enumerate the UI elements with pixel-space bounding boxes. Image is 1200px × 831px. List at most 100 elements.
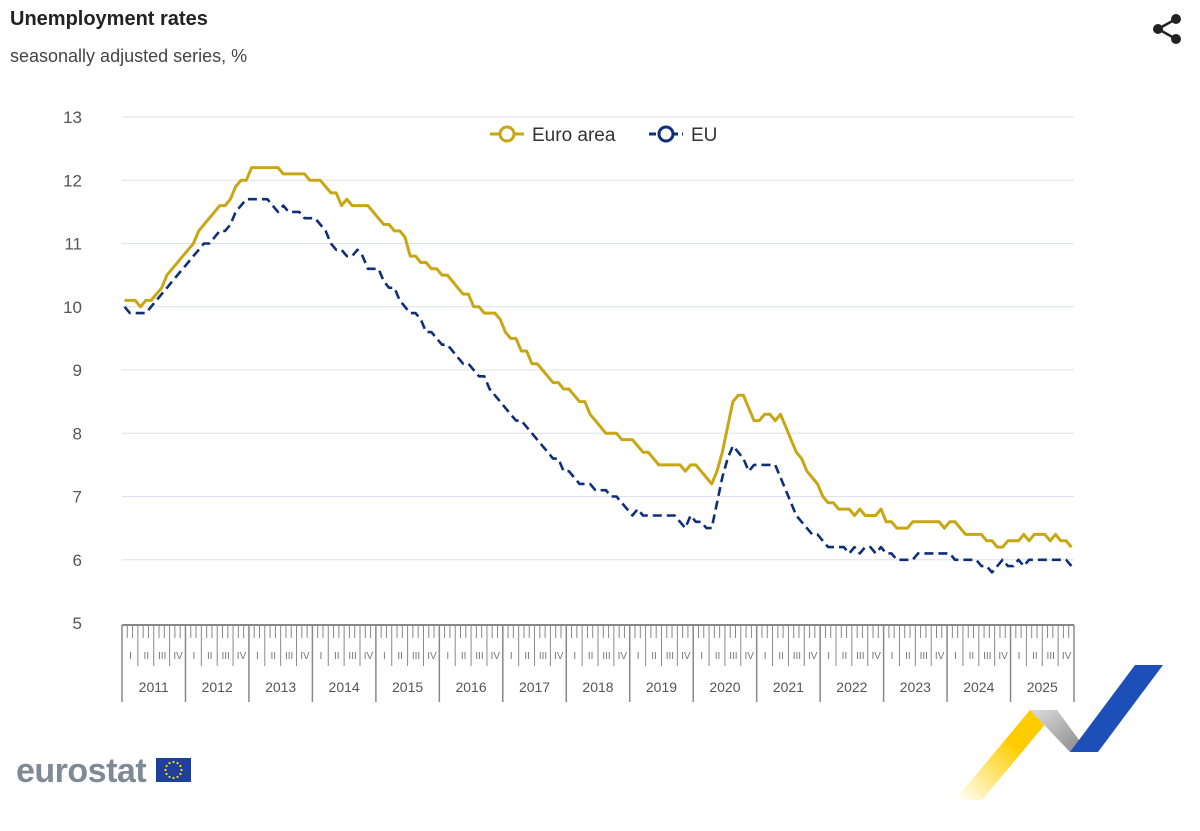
chart-subtitle: seasonally adjusted series, % bbox=[10, 46, 248, 66]
legend-item[interactable]: Euro area bbox=[490, 125, 616, 146]
quarter-label: II bbox=[1032, 651, 1038, 662]
quarter-label: III bbox=[221, 651, 229, 662]
quarter-label: III bbox=[602, 651, 610, 662]
quarter-label: III bbox=[666, 651, 674, 662]
year-label: 2019 bbox=[646, 679, 677, 695]
legend-label: EU bbox=[691, 125, 717, 146]
y-tick-label: 6 bbox=[73, 551, 82, 570]
year-label: 2014 bbox=[329, 679, 360, 695]
quarter-label: III bbox=[539, 651, 547, 662]
quarter-label: II bbox=[588, 651, 594, 662]
quarter-label: IV bbox=[871, 651, 881, 662]
year-label: 2016 bbox=[455, 679, 486, 695]
quarter-label: II bbox=[524, 651, 530, 662]
flag-star-icon bbox=[179, 764, 182, 768]
quarter-label: II bbox=[651, 651, 657, 662]
year-label: 2013 bbox=[265, 679, 296, 695]
y-tick-label: 8 bbox=[73, 424, 82, 443]
quarter-label: I bbox=[891, 651, 894, 662]
quarter-label: IV bbox=[491, 651, 501, 662]
year-label: 2020 bbox=[709, 679, 740, 695]
quarter-label: IV bbox=[300, 651, 310, 662]
year-label: 2022 bbox=[836, 679, 867, 695]
quarter-label: III bbox=[856, 651, 864, 662]
flag-star-icon bbox=[172, 760, 175, 764]
quarter-label: I bbox=[383, 651, 386, 662]
quarter-label: IV bbox=[681, 651, 691, 662]
quarter-label: IV bbox=[618, 651, 628, 662]
quarter-label: III bbox=[348, 651, 356, 662]
quarter-label: II bbox=[397, 651, 403, 662]
quarter-label: IV bbox=[237, 651, 247, 662]
quarter-label: II bbox=[905, 651, 911, 662]
y-tick-label: 12 bbox=[63, 171, 82, 190]
flag-star-icon bbox=[164, 768, 167, 772]
quarter-label: I bbox=[573, 651, 576, 662]
quarter-label: II bbox=[144, 651, 150, 662]
quarter-label: I bbox=[954, 651, 957, 662]
quarter-label: IV bbox=[998, 651, 1008, 662]
flag-star-icon bbox=[168, 775, 171, 779]
quarter-label: I bbox=[256, 651, 259, 662]
quarter-label: IV bbox=[808, 651, 818, 662]
chart-title: Unemployment rates bbox=[10, 8, 208, 30]
legend-item[interactable]: EU bbox=[649, 125, 717, 146]
flag-star-icon bbox=[179, 772, 182, 776]
quarter-label: III bbox=[158, 651, 166, 662]
quarter-label: II bbox=[969, 651, 975, 662]
quarter-label: I bbox=[637, 651, 640, 662]
year-label: 2021 bbox=[773, 679, 804, 695]
flag-star-icon bbox=[168, 761, 171, 765]
year-label: 2012 bbox=[202, 679, 233, 695]
quarter-label: IV bbox=[173, 651, 183, 662]
quarter-label: III bbox=[412, 651, 420, 662]
y-tick-label: 7 bbox=[73, 488, 82, 507]
flag-star-icon bbox=[176, 775, 179, 779]
quarter-label: I bbox=[446, 651, 449, 662]
legend-marker-icon bbox=[657, 125, 675, 143]
quarter-label: II bbox=[715, 651, 721, 662]
flag-star-icon bbox=[165, 772, 168, 776]
quarter-label: II bbox=[461, 651, 467, 662]
quarter-label: IV bbox=[745, 651, 755, 662]
flag-star-icon bbox=[176, 761, 179, 765]
series-line-euro-area[interactable] bbox=[124, 166, 1073, 549]
year-label: 2024 bbox=[963, 679, 994, 695]
year-label: 2023 bbox=[900, 679, 931, 695]
series-line-eu[interactable] bbox=[123, 197, 1073, 574]
year-label: 2017 bbox=[519, 679, 550, 695]
quarter-label: II bbox=[334, 651, 340, 662]
flag-star-icon bbox=[172, 776, 175, 780]
quarter-label: III bbox=[285, 651, 293, 662]
y-tick-label: 9 bbox=[73, 361, 82, 380]
quarter-label: I bbox=[764, 651, 767, 662]
quarter-label: IV bbox=[364, 651, 374, 662]
year-label: 2025 bbox=[1027, 679, 1058, 695]
y-tick-label: 5 bbox=[73, 614, 82, 633]
y-tick-label: 13 bbox=[63, 108, 82, 127]
quarter-label: I bbox=[700, 651, 703, 662]
flag-star-icon bbox=[180, 768, 183, 772]
y-tick-label: 11 bbox=[64, 235, 82, 254]
quarter-label: IV bbox=[554, 651, 564, 662]
quarter-label: I bbox=[510, 651, 513, 662]
quarter-label: IV bbox=[935, 651, 945, 662]
quarter-label: III bbox=[1047, 651, 1055, 662]
quarter-label: II bbox=[270, 651, 276, 662]
quarter-label: III bbox=[729, 651, 737, 662]
quarter-label: III bbox=[793, 651, 801, 662]
quarter-label: III bbox=[475, 651, 483, 662]
legend-label: Euro area bbox=[532, 125, 616, 146]
quarter-label: I bbox=[193, 651, 196, 662]
year-label: 2015 bbox=[392, 679, 423, 695]
decorative-ribbons bbox=[955, 665, 1163, 800]
quarter-label: I bbox=[827, 651, 830, 662]
y-tick-label: 10 bbox=[63, 298, 82, 317]
quarter-label: I bbox=[1018, 651, 1021, 662]
share-icon[interactable] bbox=[1150, 12, 1184, 46]
quarter-label: III bbox=[920, 651, 928, 662]
quarter-label: IV bbox=[1062, 651, 1072, 662]
quarter-label: I bbox=[319, 651, 322, 662]
